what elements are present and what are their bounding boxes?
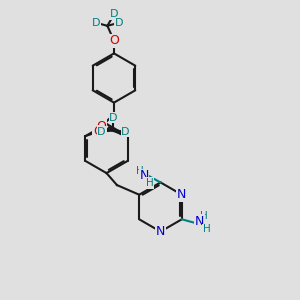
Text: H: H xyxy=(200,211,208,221)
Text: N: N xyxy=(139,169,149,182)
Text: H: H xyxy=(136,166,143,176)
Text: N: N xyxy=(156,225,165,238)
Text: D: D xyxy=(115,18,123,28)
Text: N: N xyxy=(177,188,187,201)
Text: H: H xyxy=(203,224,211,234)
Text: D: D xyxy=(110,9,118,20)
Text: D: D xyxy=(97,127,106,137)
Text: O: O xyxy=(97,120,106,133)
Text: N: N xyxy=(195,215,205,228)
Text: H: H xyxy=(146,178,153,188)
Text: D: D xyxy=(121,127,130,137)
Text: O: O xyxy=(93,125,103,138)
Text: D: D xyxy=(109,112,118,123)
Text: O: O xyxy=(109,34,119,47)
Text: D: D xyxy=(92,18,100,28)
